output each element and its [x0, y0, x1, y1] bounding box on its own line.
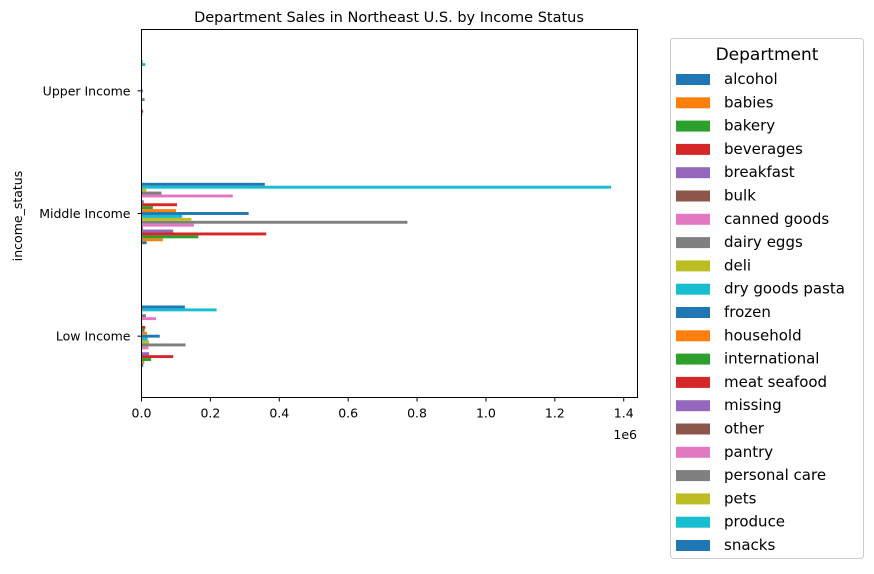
- legend-swatch: [676, 424, 710, 435]
- x-tick-label: 0.2: [200, 406, 220, 421]
- legend-label: breakfast: [724, 163, 795, 181]
- legend-label: meat seafood: [724, 373, 827, 391]
- bar-beverages-low-income: [142, 355, 174, 358]
- y-tick-label: Middle Income: [39, 206, 131, 221]
- legend-swatch: [676, 214, 710, 225]
- chart-title: Department Sales in Northeast U.S. by In…: [194, 10, 584, 26]
- legend-swatch: [676, 447, 710, 458]
- legend-label: missing: [724, 396, 782, 414]
- y-axis-label: income_status: [10, 171, 25, 261]
- legend-swatch: [676, 144, 710, 155]
- bar-household-middle-income: [142, 209, 176, 212]
- bar-pantry-low-income: [142, 317, 156, 320]
- x-tick-label: 0.0: [132, 406, 152, 421]
- legend-swatch: [676, 354, 710, 365]
- legend-label: beverages: [724, 140, 803, 158]
- legend-swatch: [676, 284, 710, 295]
- y-tick-label: Low Income: [56, 329, 131, 344]
- bar-canned-goods-middle-income: [142, 224, 194, 227]
- y-tick-label: Upper Income: [43, 83, 131, 98]
- bar-produce-low-income: [142, 308, 217, 311]
- legend-swatch: [676, 167, 710, 178]
- x-tick-label: 1.2: [545, 406, 565, 421]
- legend-label: household: [724, 326, 802, 344]
- legend-label: dry goods pasta: [724, 280, 845, 298]
- legend-swatch: [676, 493, 710, 504]
- bar-household-low-income: [142, 332, 148, 335]
- x-offset-label: 1e6: [613, 427, 637, 442]
- x-tick-label: 0.8: [407, 406, 427, 421]
- bar-beverages-middle-income: [142, 232, 267, 235]
- bar-dry-goods-pasta-middle-income: [142, 215, 183, 218]
- legend: Department alcohol babies bakery beverages b…: [671, 39, 864, 559]
- legend-label: personal care: [724, 466, 826, 484]
- bar-snacks-middle-income: [142, 183, 265, 186]
- legend-label: other: [724, 420, 765, 438]
- legend-swatch: [676, 517, 710, 528]
- bar-deli-middle-income: [142, 218, 192, 221]
- bar-deli-low-income: [142, 341, 150, 344]
- bar-personal-care-low-income: [142, 314, 146, 317]
- y-axis-ticks: Low Income Middle Income Upper Income: [39, 83, 141, 343]
- bar-produce-upper-income: [142, 63, 146, 66]
- legend-swatch: [676, 260, 710, 271]
- bar-international-middle-income: [142, 206, 153, 209]
- bar-frozen-middle-income: [142, 212, 249, 215]
- bar-meat-seafood-low-income: [142, 326, 146, 329]
- bar-snacks-low-income: [142, 306, 185, 309]
- legend-label: bakery: [724, 117, 775, 135]
- bar-dairy-eggs-middle-income: [142, 221, 408, 224]
- bar-frozen-low-income: [142, 335, 160, 338]
- legend-label: produce: [724, 513, 785, 531]
- legend-label: frozen: [724, 303, 771, 321]
- x-tick-label: 1.4: [614, 406, 634, 421]
- legend-label: international: [724, 350, 819, 368]
- bar-breakfast-middle-income: [142, 230, 174, 233]
- bar-babies-middle-income: [142, 238, 163, 241]
- bar-produce-middle-income: [142, 186, 611, 189]
- bar-pantry-middle-income: [142, 195, 233, 198]
- legend-label: dairy eggs: [724, 233, 803, 251]
- bar-personal-care-middle-income: [142, 192, 162, 195]
- x-axis-ticks: 0.0 0.2 0.4 0.6 0.8 1.0 1.2 1.4: [132, 398, 634, 421]
- legend-swatch: [676, 330, 710, 341]
- bar-canned-goods-low-income: [142, 346, 149, 349]
- bar-dry-goods-pasta-low-income: [142, 338, 148, 341]
- legend-swatch: [676, 97, 710, 108]
- bar-bakery-low-income: [142, 358, 152, 361]
- legend-label: alcohol: [724, 70, 778, 88]
- legend-title: Department: [716, 45, 819, 65]
- legend-label: deli: [724, 256, 751, 274]
- legend-swatch: [676, 470, 710, 481]
- bars-group: [142, 60, 611, 367]
- legend-label: pantry: [724, 443, 773, 461]
- legend-swatch: [676, 74, 710, 85]
- bar-meat-seafood-middle-income: [142, 203, 177, 206]
- x-tick-label: 0.4: [269, 406, 289, 421]
- x-tick-label: 0.6: [338, 406, 358, 421]
- x-tick-label: 1.0: [476, 406, 496, 421]
- bar-dairy-eggs-low-income: [142, 343, 186, 346]
- legend-swatch: [676, 540, 710, 551]
- legend-swatch: [676, 400, 710, 411]
- legend-swatch: [676, 237, 710, 248]
- bar-pets-middle-income: [142, 189, 147, 192]
- legend-label: pets: [724, 489, 757, 507]
- legend-swatch: [676, 377, 710, 388]
- bar-bakery-middle-income: [142, 235, 199, 238]
- legend-label: canned goods: [724, 210, 829, 228]
- bar-alcohol-middle-income: [142, 241, 147, 244]
- legend-label: snacks: [724, 536, 775, 554]
- legend-swatch: [676, 307, 710, 318]
- legend-label: bulk: [724, 187, 756, 205]
- legend-label: babies: [724, 93, 774, 111]
- legend-swatch: [676, 191, 710, 202]
- bar-breakfast-low-income: [142, 352, 150, 355]
- legend-swatch: [676, 121, 710, 132]
